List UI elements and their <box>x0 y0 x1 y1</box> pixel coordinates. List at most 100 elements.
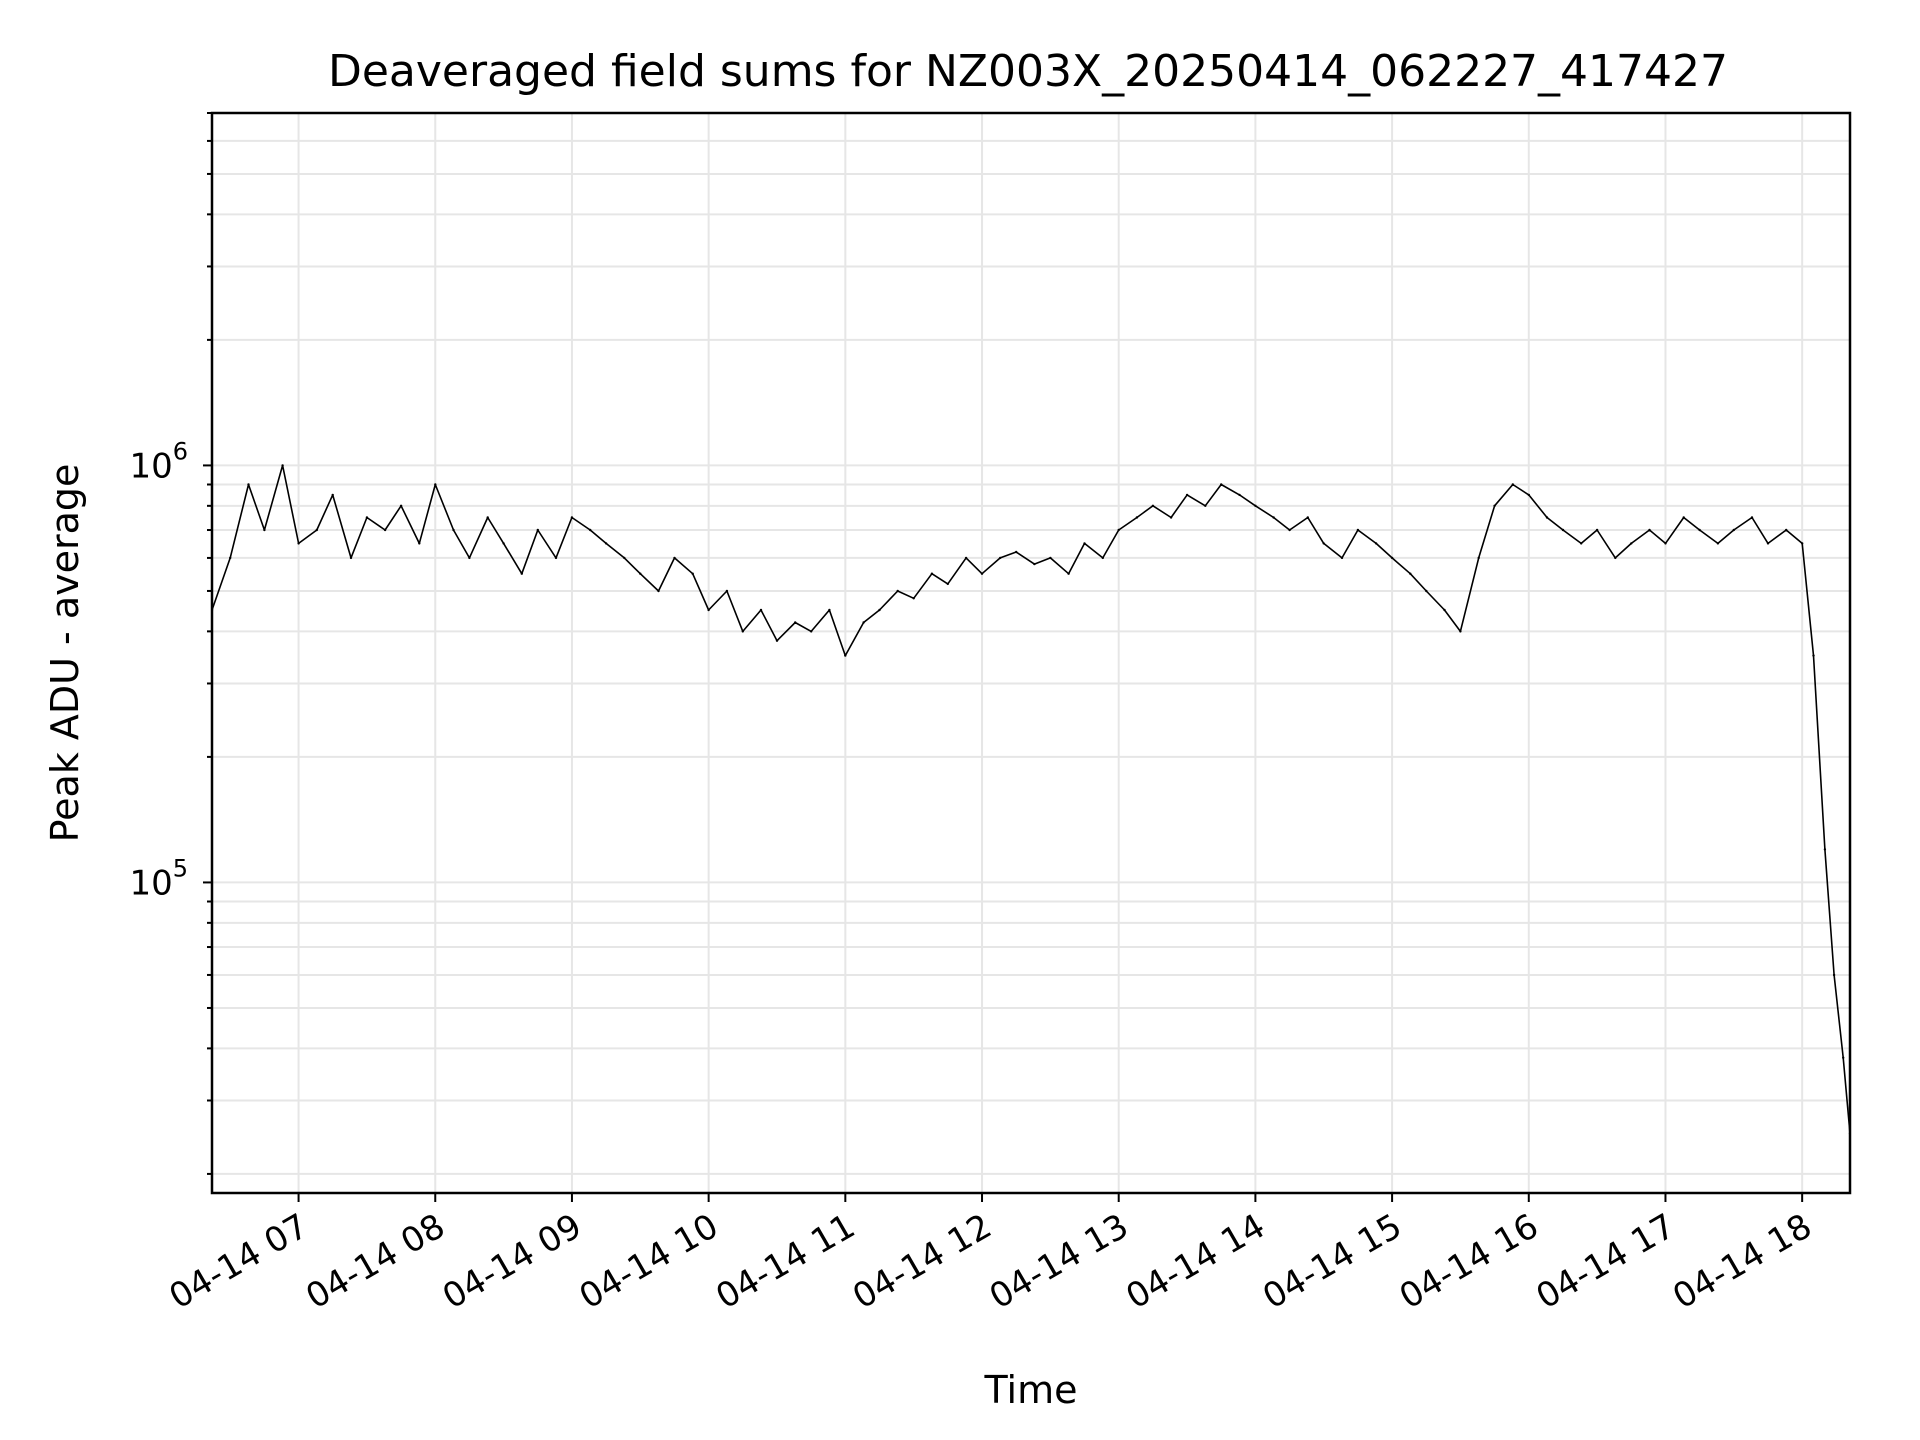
y-tick-label: 106 <box>129 437 188 486</box>
data-point <box>1425 589 1428 593</box>
data-point <box>399 504 403 507</box>
data-point <box>1545 516 1549 519</box>
data-point <box>1527 493 1531 497</box>
data-point <box>862 621 865 624</box>
data-point <box>896 589 899 593</box>
data-point <box>281 464 284 467</box>
data-point <box>1766 542 1770 545</box>
data-point <box>1272 516 1275 519</box>
data-point <box>707 608 710 612</box>
data-point <box>794 621 797 624</box>
data-point <box>1254 504 1257 507</box>
data-point <box>759 608 763 612</box>
x-axis-label: Time <box>984 1368 1078 1412</box>
data-point <box>554 556 558 560</box>
data-point <box>1238 493 1241 497</box>
data-point <box>1493 504 1496 507</box>
data-point <box>452 528 455 532</box>
data-point <box>1580 542 1583 545</box>
data-point <box>365 516 369 519</box>
data-point <box>1561 528 1565 532</box>
data-point <box>1356 528 1360 532</box>
data-point <box>247 483 250 486</box>
data-point <box>1169 516 1173 519</box>
data-point <box>1698 528 1701 532</box>
data-point <box>1750 516 1754 519</box>
data-point <box>1409 572 1412 575</box>
data-point <box>946 582 949 586</box>
data-point <box>741 630 744 633</box>
data-point <box>1459 630 1462 633</box>
data-point <box>315 528 318 532</box>
data-point <box>878 608 881 612</box>
data-point <box>536 528 539 532</box>
data-point <box>999 556 1002 560</box>
data-point <box>520 572 523 575</box>
data-point <box>1812 654 1815 657</box>
data-point <box>810 630 813 633</box>
data-point <box>1185 493 1189 497</box>
data-point <box>434 483 437 486</box>
data-point <box>844 654 847 657</box>
data-point <box>1832 973 1836 977</box>
data-point <box>349 556 353 560</box>
data-point <box>1083 542 1086 545</box>
data-point <box>1630 542 1633 545</box>
data-point <box>1033 562 1036 566</box>
chart-title: Deaveraged field sums for NZ003X_2025041… <box>328 46 1728 97</box>
data-point <box>1648 528 1651 532</box>
data-point <box>1067 572 1070 575</box>
data-point <box>930 572 934 575</box>
plot-frame <box>210 111 1852 1195</box>
data-point <box>1101 556 1105 560</box>
data-point <box>1340 556 1344 560</box>
data-point <box>1049 556 1052 560</box>
data-point <box>1682 516 1685 519</box>
data-point <box>964 556 968 560</box>
data-point <box>775 639 779 642</box>
data-point <box>1823 848 1827 851</box>
data-point <box>1716 542 1720 545</box>
data-point <box>418 542 421 545</box>
data-point <box>1220 483 1223 486</box>
data-point <box>1732 528 1736 532</box>
data-point <box>1664 542 1667 545</box>
data-point <box>1801 542 1804 545</box>
data-point <box>297 542 300 545</box>
data-point <box>263 528 266 532</box>
data-point <box>589 528 592 532</box>
data-point <box>383 528 387 532</box>
data-point <box>570 516 574 519</box>
data-point <box>639 572 642 575</box>
data-point <box>691 572 694 575</box>
data-point <box>980 572 984 575</box>
data-point <box>502 542 505 545</box>
grid <box>212 112 1850 1193</box>
data-point <box>1614 556 1617 560</box>
data-point <box>673 556 676 560</box>
data-point <box>1117 528 1120 532</box>
data-layer <box>212 464 1850 1135</box>
data-point <box>604 542 608 545</box>
data-point <box>623 556 626 560</box>
data-point <box>1322 542 1325 545</box>
data-point <box>1015 550 1018 554</box>
data-point <box>1595 528 1599 532</box>
data-point <box>828 608 831 612</box>
data-point <box>1511 483 1515 486</box>
data-point <box>1443 608 1446 612</box>
data-point <box>1288 528 1291 532</box>
data-point <box>486 516 489 519</box>
data-point <box>912 597 915 600</box>
data-point <box>1842 1056 1845 1059</box>
data-point <box>657 589 660 593</box>
data-point <box>725 589 729 593</box>
data-point <box>1151 504 1155 507</box>
data-point <box>1374 542 1378 545</box>
data-point <box>331 493 334 497</box>
data-point <box>1204 504 1207 507</box>
y-tick-label: 105 <box>129 854 188 903</box>
data-point <box>229 556 232 560</box>
